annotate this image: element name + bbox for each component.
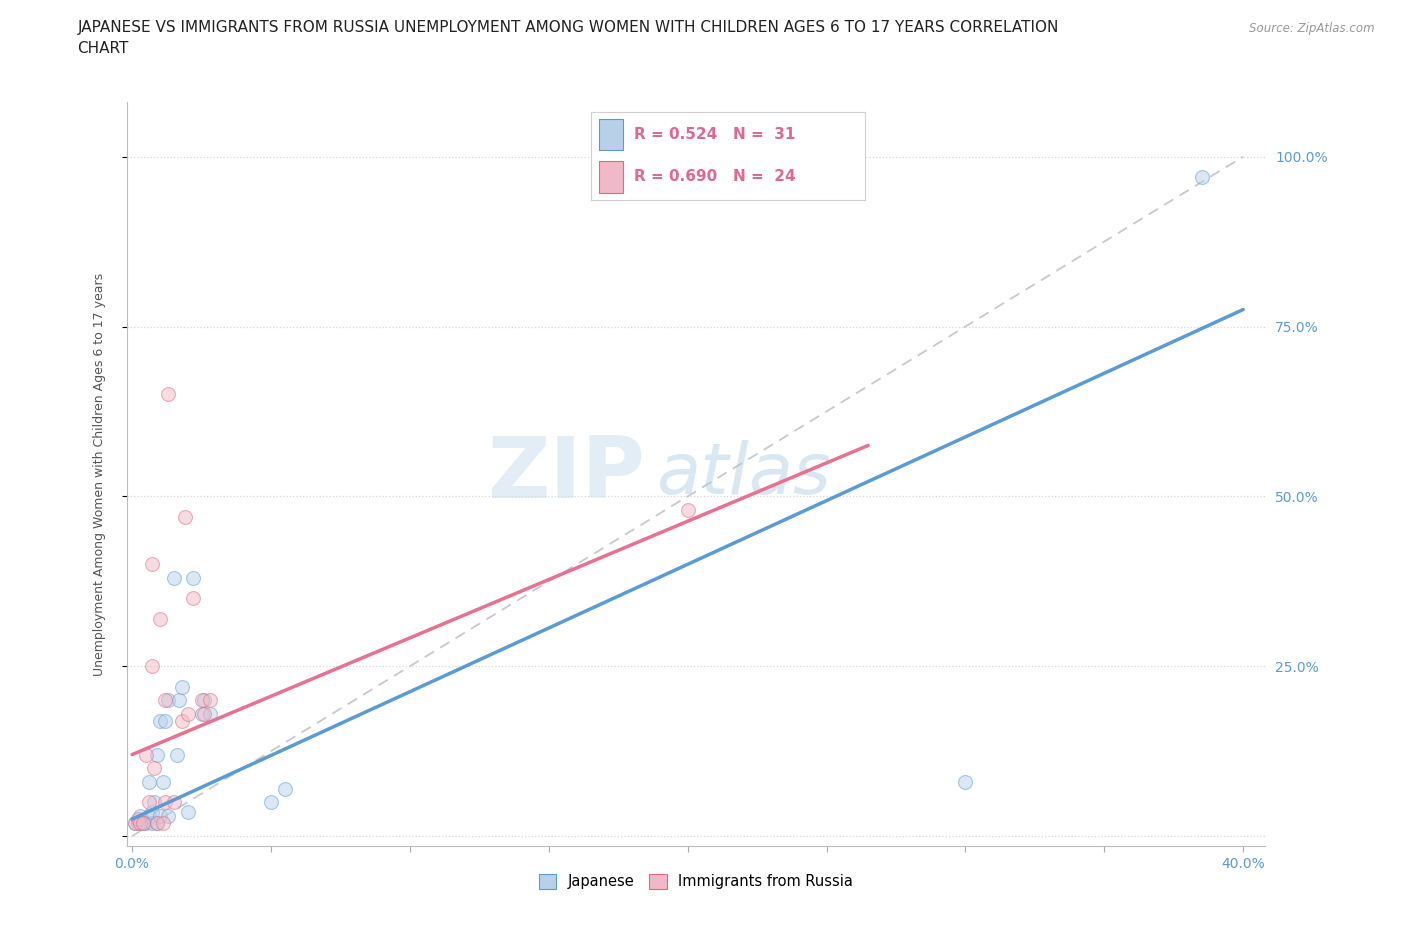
Point (193, 693, 215, 708)
Point (132, 815, 155, 830)
Point (127, 812, 149, 827)
Point (157, 387, 180, 402)
Point (138, 775, 160, 790)
Point (146, 815, 169, 830)
Point (124, 815, 146, 830)
Point (157, 693, 180, 708)
Y-axis label: Unemployment Among Women with Children Ages 6 to 17 years: Unemployment Among Women with Children A… (93, 272, 105, 676)
Point (176, 804, 198, 819)
Point (129, 815, 152, 830)
Text: R = 0.690   N =  24: R = 0.690 N = 24 (634, 169, 796, 184)
Point (155, 713, 177, 728)
Text: JAPANESE VS IMMIGRANTS FROM RUSSIA UNEMPLOYMENT AMONG WOMEN WITH CHILDREN AGES 6: JAPANESE VS IMMIGRANTS FROM RUSSIA UNEMP… (77, 20, 1059, 35)
Point (193, 707, 215, 722)
Point (138, 795, 160, 810)
Point (163, 795, 186, 810)
Point (127, 815, 149, 830)
Text: atlas: atlas (657, 440, 831, 509)
Text: CHART: CHART (77, 41, 129, 56)
Point (190, 707, 212, 722)
Point (152, 775, 174, 790)
Point (152, 815, 174, 830)
Point (155, 795, 177, 810)
Point (166, 747, 188, 762)
Point (181, 570, 204, 585)
Point (169, 693, 191, 708)
Point (955, 775, 977, 790)
Point (132, 815, 155, 830)
Point (157, 808, 180, 823)
Point (172, 679, 194, 694)
Point (190, 693, 212, 708)
Point (274, 781, 297, 796)
Point (141, 557, 163, 572)
Point (198, 707, 221, 722)
Bar (599, 119, 623, 151)
Text: ZIP: ZIP (486, 432, 645, 516)
Point (143, 761, 166, 776)
Point (141, 804, 163, 819)
Point (135, 815, 157, 830)
Point (176, 707, 198, 722)
Point (146, 815, 169, 830)
Point (173, 510, 195, 525)
Legend: Japanese, Immigrants from Russia: Japanese, Immigrants from Russia (533, 868, 859, 895)
Point (163, 570, 186, 585)
Point (181, 591, 204, 605)
Point (198, 693, 221, 708)
Bar (599, 161, 623, 193)
Point (172, 713, 194, 728)
Point (1191, 169, 1213, 184)
Point (676, 502, 699, 517)
Point (141, 815, 163, 830)
Text: R = 0.524   N =  31: R = 0.524 N = 31 (634, 126, 796, 141)
Point (149, 808, 172, 823)
Point (138, 808, 160, 823)
Point (141, 658, 163, 673)
Point (124, 815, 146, 830)
Point (149, 611, 172, 626)
Point (155, 693, 177, 708)
Point (135, 747, 157, 762)
Point (129, 808, 152, 823)
Point (149, 713, 172, 728)
Point (146, 747, 169, 762)
Text: Source: ZipAtlas.com: Source: ZipAtlas.com (1250, 22, 1375, 35)
Point (260, 795, 283, 810)
Point (143, 795, 166, 810)
